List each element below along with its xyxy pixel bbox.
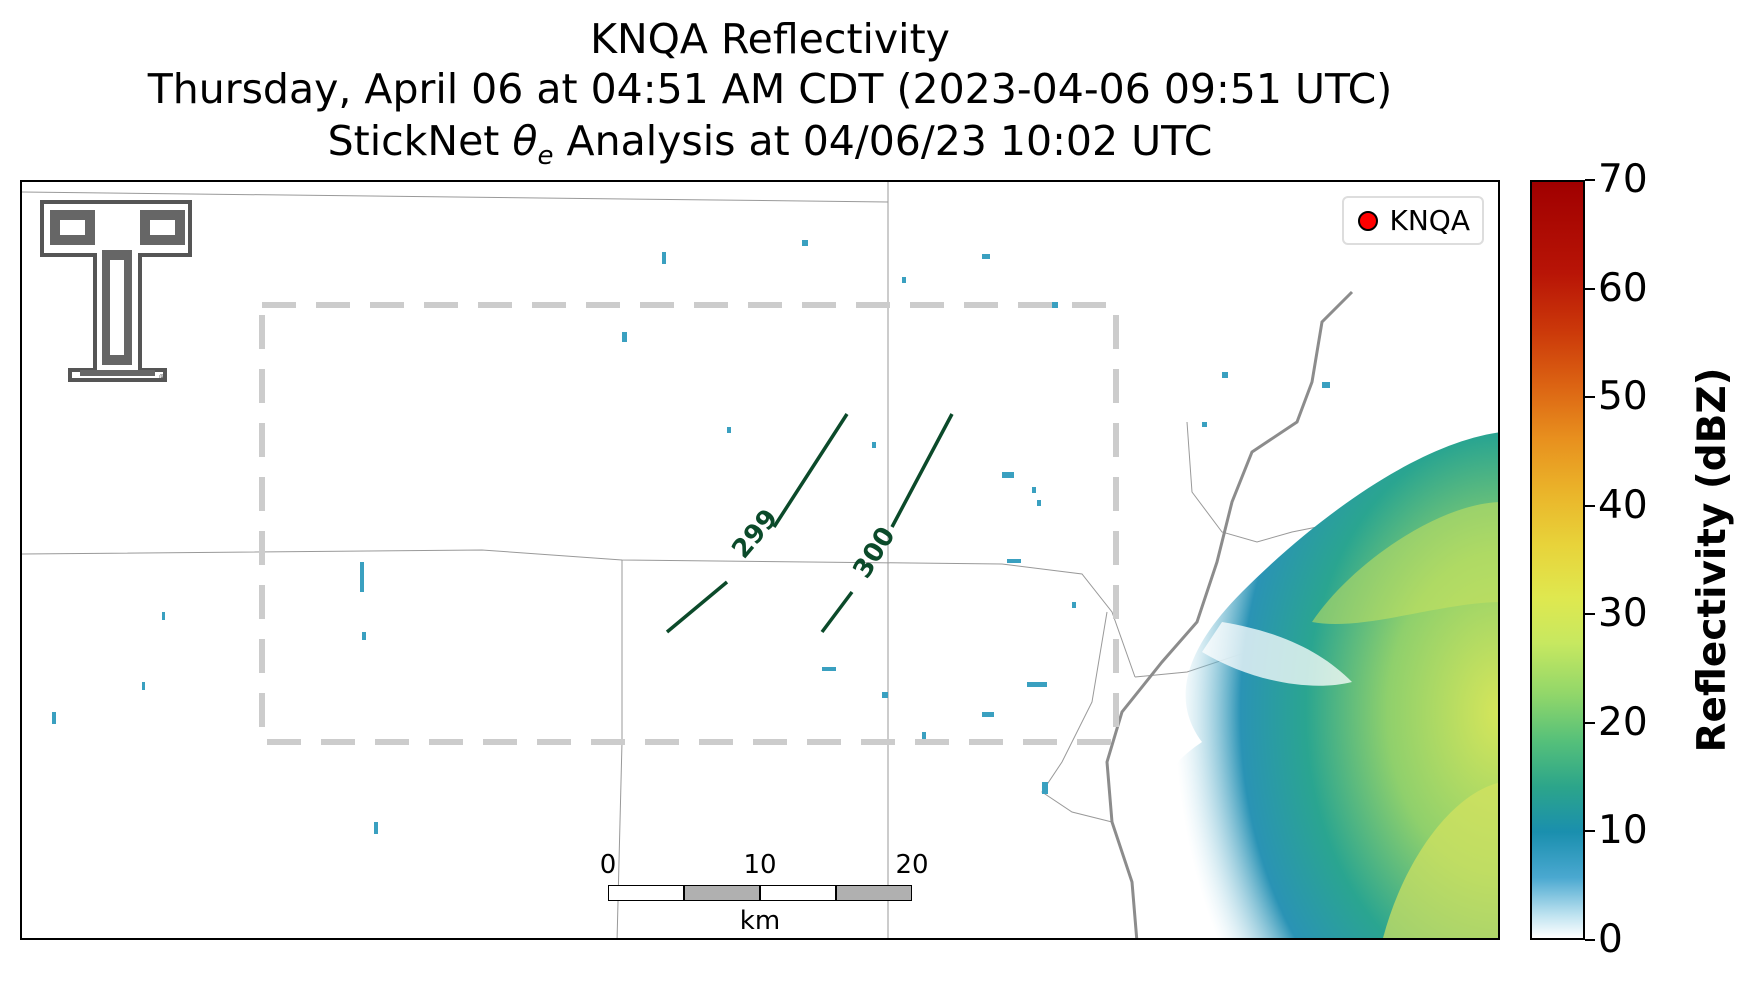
colorbar-tick <box>1585 504 1595 507</box>
theta-symbol: θ <box>512 117 538 165</box>
colorbar-tick <box>1585 179 1595 181</box>
map-canvas: 299 300 <box>22 182 1498 938</box>
contour-label-299: 299 <box>726 504 784 565</box>
title-suffix: Analysis at 04/06/23 10:02 UTC <box>553 117 1213 165</box>
title-line-3: StickNet θe Analysis at 04/06/23 10:02 U… <box>20 117 1520 180</box>
colorbar-tick <box>1585 287 1595 290</box>
theta-subscript: e <box>537 141 554 172</box>
scale-segment <box>608 885 684 901</box>
svg-text:®: ® <box>158 373 166 382</box>
colorbar-tick-label: 50 <box>1598 374 1648 420</box>
scale-segment <box>836 885 912 901</box>
colorbar-tick-label: 0 <box>1598 917 1623 962</box>
colorbar-tick <box>1585 939 1595 941</box>
scale-segment <box>760 885 836 901</box>
colorbar <box>1530 180 1585 940</box>
colorbar-tick-label: 10 <box>1598 808 1648 854</box>
boundary-line <box>1105 290 1354 938</box>
county-lines <box>22 182 1498 938</box>
texas-tech-logo: ® <box>40 200 192 382</box>
speckles <box>52 240 1330 834</box>
map-legend: KNQA <box>1341 196 1484 245</box>
colorbar-tick <box>1585 830 1595 833</box>
colorbar-tick-label: 70 <box>1598 157 1648 202</box>
radar-map[interactable]: 299 300 KNQA <box>20 180 1500 940</box>
title-line-1: KNQA Reflectivity <box>590 15 950 63</box>
contour-label-300: 300 <box>847 522 901 584</box>
analysis-box <box>259 302 1119 745</box>
colorbar-tick-label: 20 <box>1598 699 1648 745</box>
scale-tick-10: 10 <box>743 850 777 880</box>
colorbar-tick-label: 40 <box>1598 482 1648 528</box>
theta-e-contours <box>665 413 954 634</box>
colorbar-tick <box>1585 721 1595 724</box>
colorbar-title: Reflectivity (dBZ) <box>1690 367 1735 753</box>
title-line-2: Thursday, April 06 at 04:51 AM CDT (2023… <box>147 65 1393 113</box>
colorbar-tick <box>1585 396 1595 399</box>
scale-bar: 0 10 20 km <box>600 850 929 936</box>
reflectivity-echoes <box>1138 432 1498 938</box>
legend-label: KNQA <box>1389 204 1471 237</box>
scale-unit: km <box>739 906 781 936</box>
scale-tick-0: 0 <box>599 850 617 880</box>
scale-segment <box>684 885 760 901</box>
colorbar-tick-label: 60 <box>1598 265 1648 311</box>
colorbar-tick <box>1585 613 1595 616</box>
colorbar-tick-label: 30 <box>1598 591 1648 637</box>
title-prefix: StickNet <box>327 117 513 165</box>
knqa-marker-icon <box>1357 210 1378 231</box>
scale-tick-20: 20 <box>895 850 929 880</box>
